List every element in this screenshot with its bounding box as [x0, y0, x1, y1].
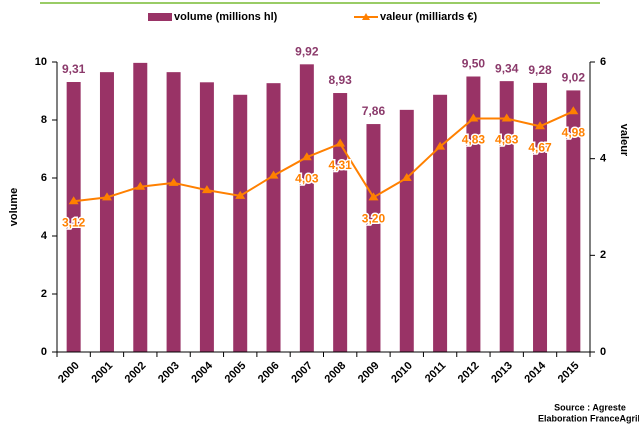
x-tick-label: 2000 — [56, 360, 82, 386]
y2-tick-label: 2 — [600, 249, 606, 261]
line — [73, 110, 574, 203]
x-tick-label: 2008 — [323, 360, 349, 386]
legend-swatch — [148, 13, 172, 21]
y-tick-label: 2 — [41, 288, 47, 300]
legend-label: valeur (milliards €) — [380, 11, 478, 23]
marker — [435, 141, 446, 150]
y2-tick-label: 4 — [600, 153, 607, 165]
line-value-label: 4,67 — [528, 140, 552, 154]
bar — [333, 93, 348, 352]
marker — [568, 106, 579, 115]
x-tick-label: 2007 — [289, 360, 315, 386]
x-tick-label: 2009 — [356, 360, 382, 386]
marker — [368, 192, 379, 201]
bar — [466, 76, 481, 352]
bar-value-label: 9,34 — [495, 61, 519, 75]
y-axis-label: volume — [8, 188, 20, 227]
bar — [99, 72, 114, 353]
bar — [433, 94, 448, 353]
marker — [535, 121, 546, 130]
bar — [66, 82, 81, 352]
x-tick-label: 2006 — [256, 360, 282, 386]
line-value-label: 4,03 — [295, 171, 319, 185]
bar — [199, 82, 214, 353]
bar-value-label: 9,31 — [62, 62, 86, 76]
bar — [133, 62, 148, 353]
x-tick-label: 2001 — [89, 360, 115, 386]
marker — [268, 170, 279, 179]
marker — [501, 113, 512, 122]
x-tick-label: 2004 — [189, 359, 215, 385]
bar-value-label: 9,02 — [562, 71, 586, 85]
source: Source : Agreste — [554, 402, 626, 412]
marker — [235, 190, 246, 199]
y-tick-label: 8 — [41, 114, 47, 126]
bar — [566, 90, 581, 353]
y2-tick-label: 0 — [600, 346, 606, 358]
bar — [399, 109, 414, 352]
x-tick-label: 2014 — [522, 359, 548, 385]
line-value-label: 3,20 — [362, 212, 386, 226]
y-tick-label: 10 — [35, 56, 47, 68]
marker — [301, 152, 312, 161]
bar — [166, 72, 181, 353]
x-tick-label: 2002 — [123, 360, 149, 386]
bar-value-label: 7,86 — [362, 104, 386, 118]
y-tick-label: 6 — [41, 172, 47, 184]
bar-value-label: 9,50 — [462, 57, 486, 71]
marker — [201, 185, 212, 194]
x-tick-label: 2015 — [556, 360, 582, 386]
line-value-label: 3,12 — [62, 215, 86, 229]
legend-marker — [362, 13, 370, 20]
marker — [401, 173, 412, 181]
bar-value-label: 9,92 — [295, 44, 319, 58]
bar — [233, 94, 248, 353]
line-value-label: 4,98 — [562, 125, 586, 139]
legend-label: volume (millions hl) — [174, 11, 278, 23]
bar-value-label: 9,28 — [528, 63, 552, 77]
x-tick-label: 2003 — [156, 360, 182, 386]
bar — [299, 64, 314, 352]
marker — [468, 113, 479, 122]
x-tick-label: 2012 — [456, 360, 482, 386]
x-tick-label: 2005 — [223, 360, 249, 386]
x-tick-label: 2013 — [489, 360, 515, 386]
source: Elaboration FranceAgriMer — [538, 413, 639, 423]
marker — [68, 196, 79, 205]
marker — [335, 138, 346, 147]
y2-axis-label: valeur — [618, 124, 630, 157]
x-tick-label: 2011 — [423, 360, 448, 385]
marker — [168, 177, 179, 186]
y-tick-label: 4 — [41, 230, 48, 242]
bar — [533, 82, 548, 352]
line-value-label: 4,31 — [328, 158, 352, 172]
line-value-label: 4,83 — [462, 133, 486, 147]
y2-tick-label: 6 — [600, 56, 606, 68]
bar — [499, 81, 514, 352]
y-tick-label: 0 — [41, 346, 47, 358]
bar — [366, 124, 381, 352]
bar-value-label: 8,93 — [328, 73, 352, 87]
line-value-label: 4,83 — [495, 133, 519, 147]
marker — [135, 181, 146, 190]
x-tick-label: 2010 — [389, 360, 415, 386]
bar — [266, 83, 281, 353]
marker — [101, 192, 112, 201]
